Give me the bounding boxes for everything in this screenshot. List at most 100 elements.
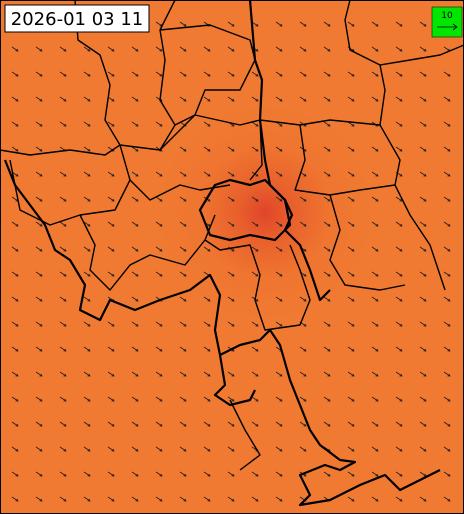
wind-arrow bbox=[131, 296, 139, 302]
wind-arrow bbox=[443, 221, 451, 227]
wind-arrow bbox=[59, 46, 67, 52]
wind-arrow bbox=[179, 346, 187, 352]
wind-arrow bbox=[275, 396, 283, 402]
timestamp-box bbox=[4, 4, 150, 33]
wind-arrow bbox=[11, 346, 19, 352]
wind-arrow bbox=[131, 471, 139, 477]
wind-arrow bbox=[59, 421, 67, 427]
wind-arrow bbox=[35, 496, 43, 502]
wind-arrow bbox=[155, 196, 163, 202]
wind-arrow bbox=[59, 321, 67, 327]
wind-arrow bbox=[395, 196, 403, 202]
wind-arrow bbox=[443, 421, 451, 427]
wind-arrow bbox=[11, 271, 19, 277]
wind-arrow bbox=[179, 396, 187, 402]
wind-arrow bbox=[323, 96, 331, 102]
wind-arrow bbox=[59, 71, 67, 77]
wind-arrow bbox=[419, 71, 427, 77]
wind-arrow bbox=[227, 46, 235, 52]
wind-arrow bbox=[299, 296, 307, 302]
wind-arrow bbox=[323, 396, 331, 402]
wind-arrow bbox=[443, 446, 451, 452]
wind-arrow bbox=[131, 346, 139, 352]
wind-arrow bbox=[107, 46, 115, 52]
wind-arrow bbox=[395, 446, 403, 452]
wind-arrow bbox=[347, 421, 355, 427]
wind-arrow bbox=[155, 421, 163, 427]
wind-arrow bbox=[227, 196, 235, 202]
wind-arrow bbox=[347, 396, 355, 402]
wind-arrow bbox=[35, 146, 43, 152]
wind-arrow bbox=[155, 221, 163, 227]
wind-arrow bbox=[443, 71, 451, 77]
wind-arrow bbox=[251, 146, 259, 152]
wind-arrow bbox=[371, 246, 379, 252]
wind-arrow bbox=[107, 496, 115, 502]
wind-arrow bbox=[227, 71, 235, 77]
wind-arrow bbox=[155, 371, 163, 377]
wind-arrow bbox=[299, 71, 307, 77]
wind-arrow bbox=[131, 46, 139, 52]
wind-arrow bbox=[11, 496, 19, 502]
wind-arrow bbox=[347, 246, 355, 252]
wind-arrow bbox=[227, 146, 235, 152]
wind-arrow bbox=[347, 71, 355, 77]
wind-arrow bbox=[11, 421, 19, 427]
wind-arrow bbox=[59, 296, 67, 302]
wind-arrow bbox=[11, 96, 19, 102]
wind-arrow bbox=[395, 46, 403, 52]
wind-arrow bbox=[251, 246, 259, 252]
wind-arrow bbox=[443, 321, 451, 327]
wind-arrow bbox=[323, 321, 331, 327]
wind-arrow bbox=[203, 246, 211, 252]
wind-arrow bbox=[203, 471, 211, 477]
wind-arrow bbox=[131, 71, 139, 77]
wind-arrow bbox=[251, 71, 259, 77]
wind-arrow bbox=[419, 96, 427, 102]
wind-arrow bbox=[395, 71, 403, 77]
wind-arrow bbox=[347, 196, 355, 202]
wind-arrow bbox=[35, 271, 43, 277]
wind-arrow bbox=[275, 21, 283, 27]
wind-arrow bbox=[83, 271, 91, 277]
wind-arrow bbox=[443, 121, 451, 127]
wind-arrow bbox=[179, 271, 187, 277]
wind-arrow bbox=[107, 346, 115, 352]
wind-arrow bbox=[179, 321, 187, 327]
wind-arrow bbox=[11, 296, 19, 302]
wind-arrow bbox=[203, 296, 211, 302]
wind-arrow bbox=[275, 46, 283, 52]
legend-label: 10 bbox=[441, 11, 453, 21]
wind-arrow bbox=[251, 346, 259, 352]
wind-arrow bbox=[155, 121, 163, 127]
wind-arrow bbox=[371, 171, 379, 177]
wind-arrow bbox=[251, 196, 259, 202]
wind-arrow bbox=[275, 296, 283, 302]
wind-arrow bbox=[83, 171, 91, 177]
wind-arrow bbox=[371, 21, 379, 27]
wind-arrow bbox=[131, 171, 139, 177]
wind-arrow bbox=[347, 346, 355, 352]
wind-arrow bbox=[107, 471, 115, 477]
wind-arrow bbox=[83, 196, 91, 202]
wind-arrow bbox=[35, 246, 43, 252]
wind-arrow bbox=[443, 371, 451, 377]
wind-arrow bbox=[443, 346, 451, 352]
wind-arrow bbox=[323, 271, 331, 277]
wind-arrow bbox=[443, 146, 451, 152]
wind-arrow bbox=[107, 396, 115, 402]
wind-arrow bbox=[83, 321, 91, 327]
wind-arrow bbox=[11, 46, 19, 52]
wind-arrow bbox=[323, 346, 331, 352]
wind-arrow bbox=[347, 371, 355, 377]
wind-arrow bbox=[59, 396, 67, 402]
wind-arrow bbox=[275, 496, 283, 502]
wind-arrow bbox=[395, 396, 403, 402]
wind-arrow bbox=[251, 271, 259, 277]
wind-arrow bbox=[323, 46, 331, 52]
wind-arrow bbox=[419, 171, 427, 177]
wind-arrow bbox=[83, 446, 91, 452]
wind-arrow bbox=[323, 71, 331, 77]
wind-arrow bbox=[419, 46, 427, 52]
